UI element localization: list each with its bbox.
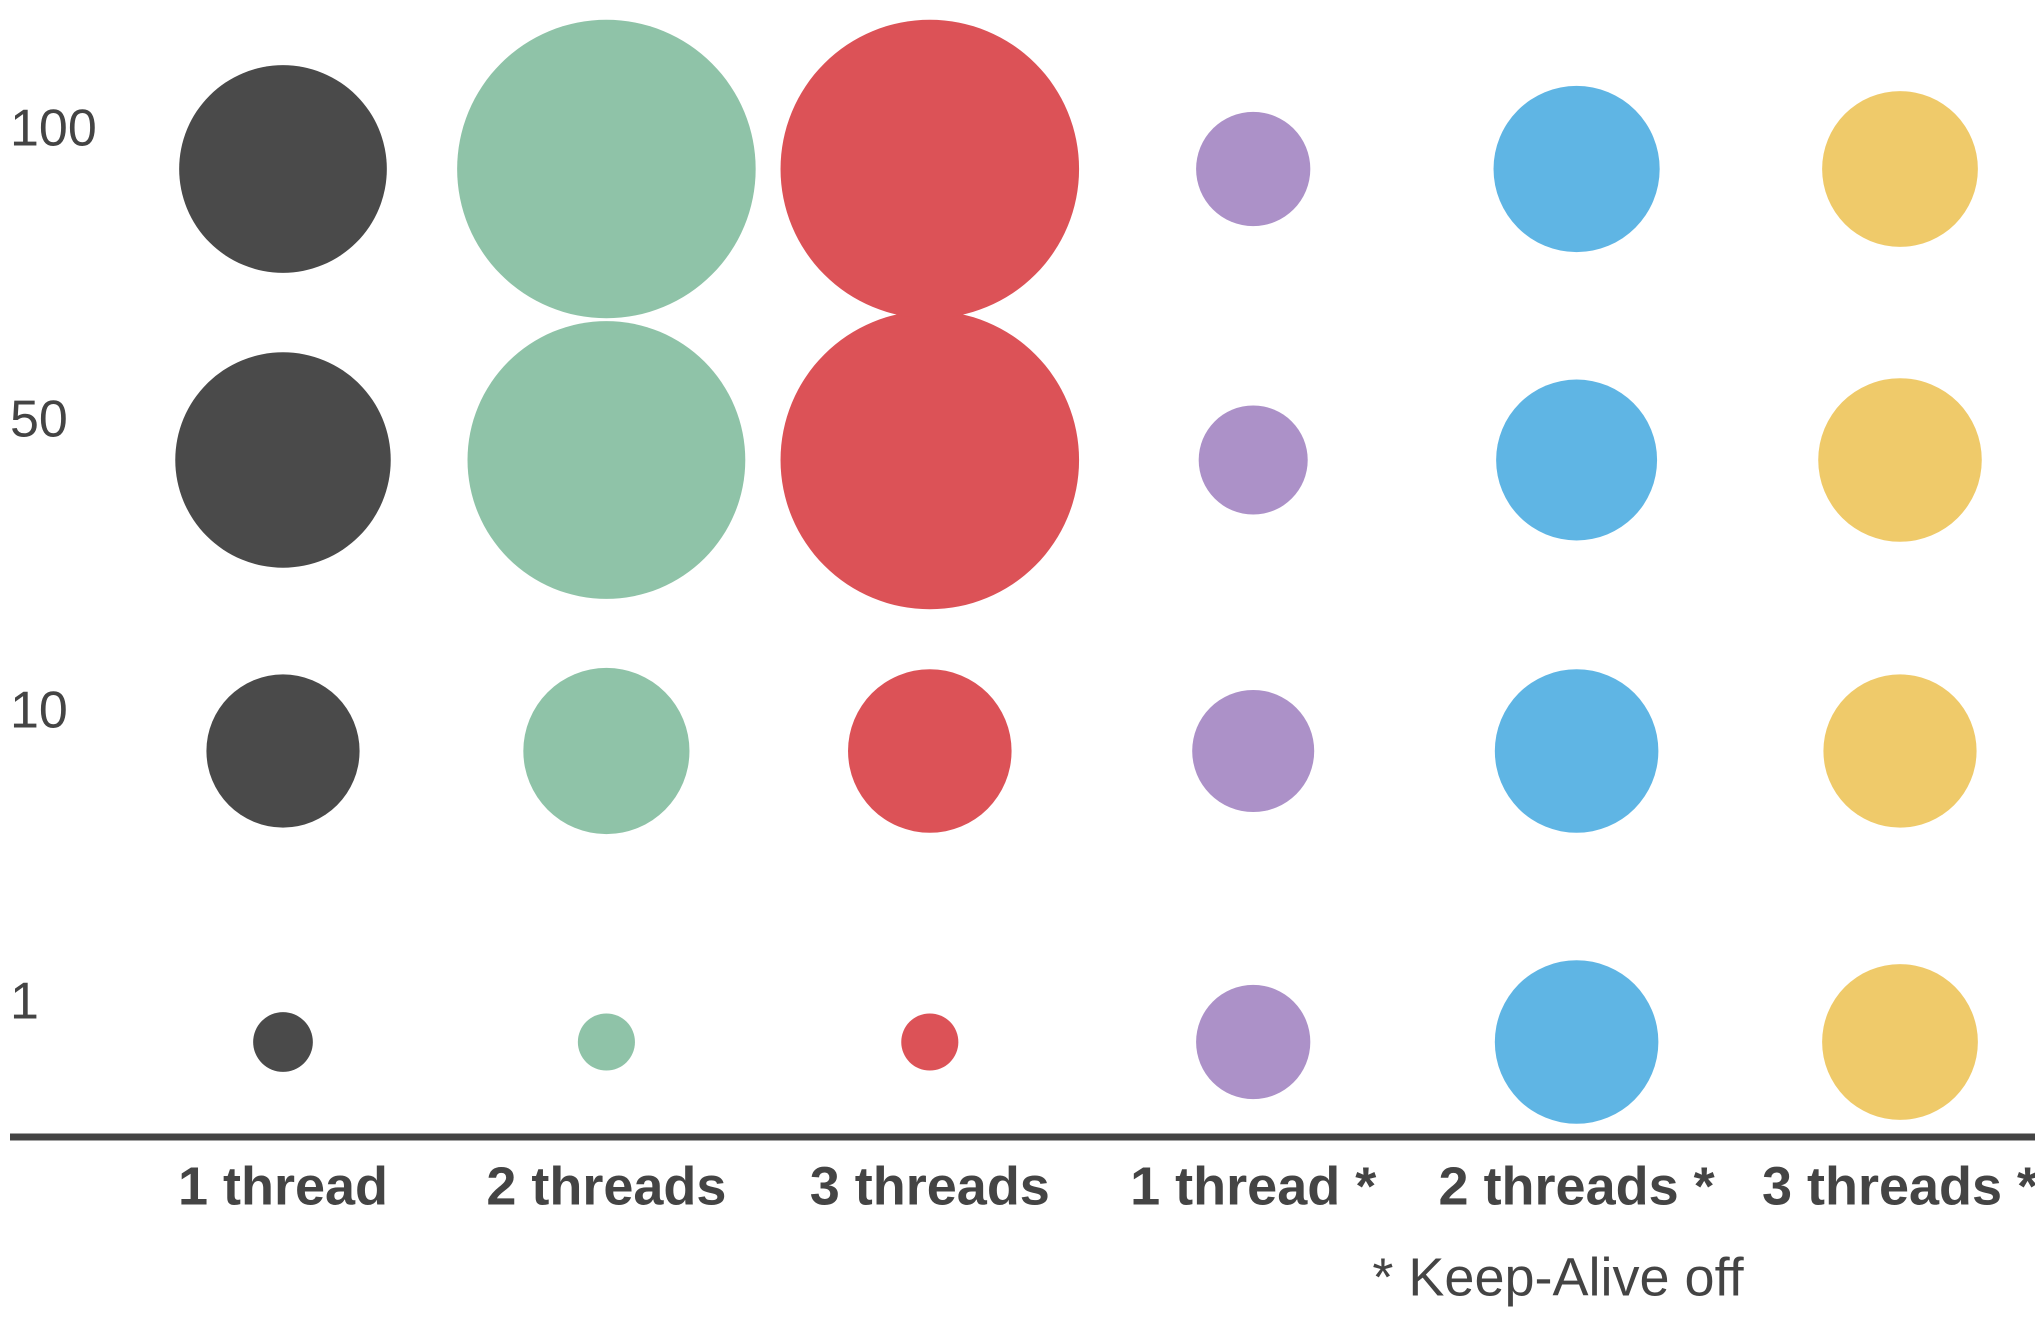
- y-tick-label: 100: [10, 100, 97, 158]
- y-tick-label: 1: [10, 973, 39, 1031]
- bubble: [467, 321, 746, 599]
- x-tick-label: 3 threads *: [1762, 1156, 2035, 1216]
- bubble: [780, 310, 1080, 610]
- bubble: [1494, 669, 1659, 833]
- x-tick-label: 2 threads *: [1439, 1156, 1715, 1216]
- bubble: [901, 1013, 959, 1071]
- bubble: [175, 352, 391, 568]
- bubble: [1494, 960, 1659, 1124]
- x-tick-label: 2 threads: [486, 1156, 726, 1216]
- bubble: [1822, 964, 1978, 1120]
- bubble: [523, 667, 690, 835]
- x-tick-label: 3 threads: [810, 1156, 1050, 1216]
- bubble: [848, 669, 1012, 833]
- footnote: * Keep-Alive off: [1372, 1247, 1744, 1307]
- y-tick-label: 50: [10, 391, 68, 449]
- bubble: [1822, 91, 1978, 247]
- x-tick-label: 1 thread: [178, 1156, 388, 1216]
- x-tick-label: 1 thread *: [1130, 1156, 1376, 1216]
- bubble: [1198, 405, 1308, 515]
- bubble: [1192, 689, 1315, 813]
- y-tick-label: 10: [10, 682, 68, 740]
- bubble: [577, 1013, 635, 1071]
- bubble: [1496, 379, 1658, 541]
- bubble: [780, 19, 1080, 319]
- bubble: [179, 65, 387, 273]
- bubble: [206, 674, 360, 828]
- bubble: [1196, 984, 1311, 1100]
- bubble: [1196, 111, 1311, 227]
- bubble: [1823, 674, 1977, 828]
- bubble: [253, 1012, 313, 1072]
- bubble: [1493, 85, 1660, 253]
- bubble: [1818, 378, 1982, 542]
- bubble: [457, 19, 756, 319]
